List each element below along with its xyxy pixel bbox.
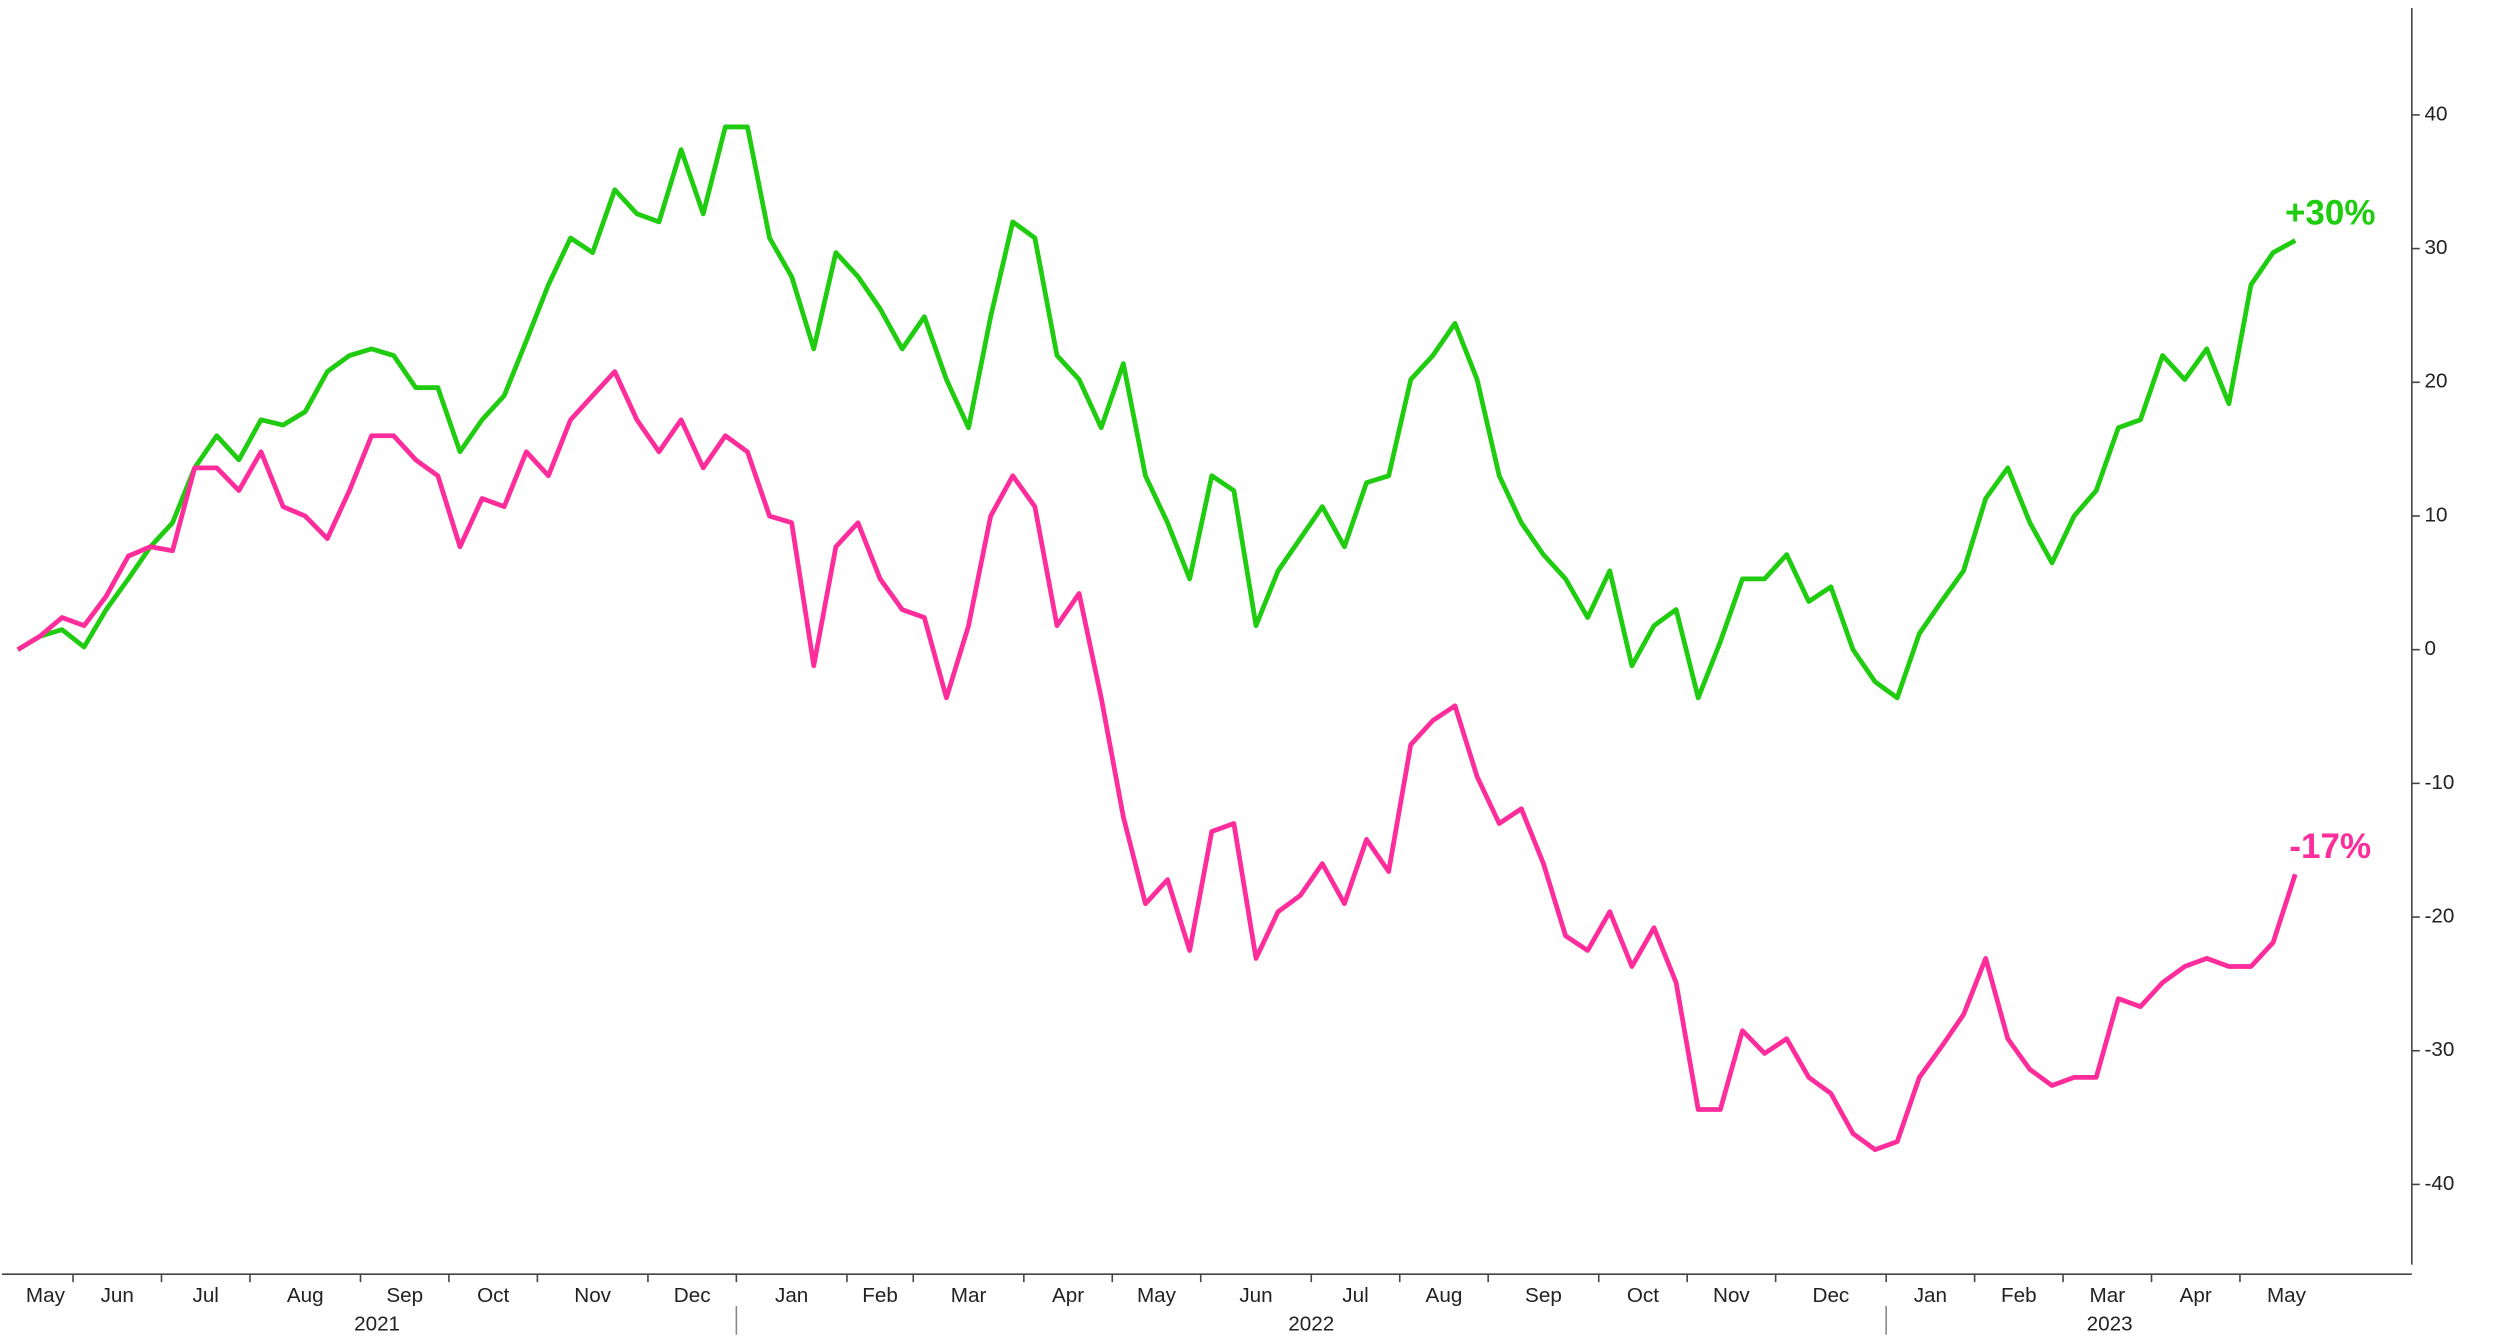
series-line <box>16 369 2298 1153</box>
x-tick-label: Jul <box>1342 1284 1368 1307</box>
x-tick-label: Feb <box>862 1284 898 1307</box>
x-group-label: 2023 <box>2087 1313 2133 1336</box>
x-tick-label: Nov <box>574 1284 611 1307</box>
x-tick-label: Jan <box>775 1284 808 1307</box>
y-tick-label: 20 <box>2425 370 2448 393</box>
end-label: +30% <box>2285 193 2375 232</box>
x-tick-label: Jan <box>1914 1284 1947 1307</box>
x-tick-label: Oct <box>477 1284 509 1307</box>
x-tick-label: Sep <box>1525 1284 1562 1307</box>
x-tick-label: Aug <box>287 1284 324 1307</box>
x-tick-label: Mar <box>951 1284 987 1307</box>
x-tick-label: May <box>2267 1284 2307 1307</box>
x-tick-label: Oct <box>1627 1284 1659 1307</box>
y-tick-label: -20 <box>2425 905 2455 928</box>
x-tick-label: Feb <box>2001 1284 2037 1307</box>
y-tick-label: 40 <box>2425 102 2448 125</box>
y-tick-label: 10 <box>2425 503 2448 526</box>
x-tick-label: Apr <box>2180 1284 2212 1307</box>
end-label: -17% <box>2289 827 2371 866</box>
y-tick-label: -10 <box>2425 771 2455 794</box>
x-tick-label: May <box>26 1284 66 1307</box>
x-tick-label: Nov <box>1713 1284 1750 1307</box>
x-tick-label: Aug <box>1426 1284 1463 1307</box>
y-tick-label: -30 <box>2425 1038 2455 1061</box>
x-group-label: 2022 <box>1288 1313 1334 1336</box>
y-tick-label: -40 <box>2425 1172 2455 1195</box>
x-group-label: 2021 <box>354 1313 400 1336</box>
x-tick-label: Jul <box>193 1284 219 1307</box>
x-tick-label: Dec <box>674 1284 711 1307</box>
x-tick-label: May <box>1137 1284 1177 1307</box>
x-tick-label: Sep <box>386 1284 423 1307</box>
x-tick-label: Jun <box>101 1284 134 1307</box>
x-tick-label: Jun <box>1239 1284 1272 1307</box>
x-tick-label: Dec <box>1813 1284 1850 1307</box>
y-tick-label: 0 <box>2425 637 2437 660</box>
x-tick-label: Mar <box>2089 1284 2125 1307</box>
series-line <box>16 124 2297 701</box>
y-tick-label: 30 <box>2425 236 2448 259</box>
x-tick-label: Apr <box>1052 1284 1084 1307</box>
